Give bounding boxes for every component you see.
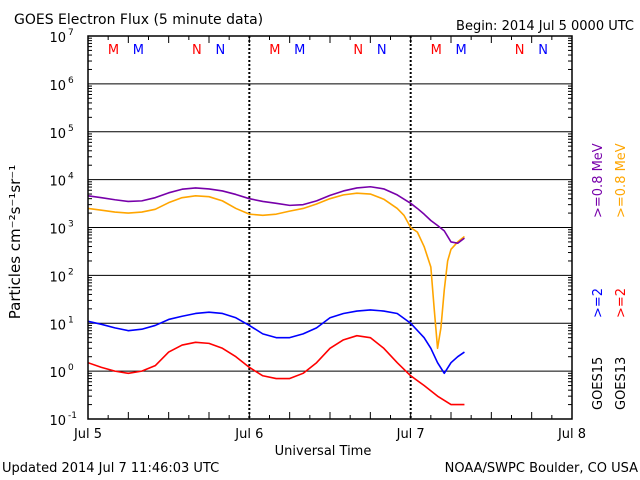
mn-marker: M [294, 43, 305, 58]
begin-label: Begin: 2014 Jul 5 0000 UTC [456, 19, 634, 34]
series-line [88, 185, 465, 244]
y-tick-exponent: 1 [68, 315, 74, 325]
legend-g15-lo: >=2 [591, 288, 606, 318]
mn-marker: M [108, 43, 119, 58]
chart-title: GOES Electron Flux (5 minute data) [14, 12, 263, 28]
legend: GOES15 GOES13 >=2 >=2 >=0.8 MeV >=0.8 MeV [591, 143, 629, 410]
mn-marker: M [269, 43, 280, 58]
series-line [88, 192, 465, 350]
mn-marker: N [538, 43, 548, 58]
x-tick-label: Jul 6 [234, 427, 263, 442]
y-tick-label: 10 [49, 414, 66, 429]
y-axis-title: Particles cm⁻²s⁻¹sr⁻¹ [6, 165, 24, 319]
legend-g13-lo: >=2 [614, 288, 629, 318]
x-tick-label: Jul 8 [557, 427, 586, 442]
x-tick-label: Jul 5 [73, 427, 102, 442]
y-tick-label: 10 [49, 366, 66, 381]
x-tick-label: Jul 7 [396, 427, 425, 442]
y-tick-exponent: 6 [68, 76, 74, 86]
y-tick-label: 10 [49, 270, 66, 285]
y-tick-exponent: 7 [68, 28, 74, 38]
mn-marker: M [431, 43, 442, 58]
legend-goes13: GOES13 [614, 357, 629, 410]
y-tick-label: 10 [49, 79, 66, 94]
credit-label: NOAA/SWPC Boulder, CO USA [445, 461, 638, 476]
y-tick-exponent: 5 [68, 124, 74, 134]
series-line [88, 334, 465, 406]
y-tick-exponent: 0 [68, 363, 74, 373]
y-tick-label: 10 [49, 31, 66, 46]
updated-label: Updated 2014 Jul 7 11:46:03 UTC [2, 461, 219, 476]
y-tick-exponent: 3 [68, 220, 74, 230]
mn-marker: N [515, 43, 525, 58]
legend-goes15: GOES15 [591, 357, 606, 410]
mn-marker: N [353, 43, 363, 58]
legend-g15-hi: >=0.8 MeV [591, 143, 606, 218]
mn-marker: M [133, 43, 144, 58]
y-tick-label: 10 [49, 223, 66, 238]
y-tick-label: 10 [49, 175, 66, 190]
y-tick-label: 10 [49, 318, 66, 333]
mn-marker: M [455, 43, 466, 58]
series-line [88, 309, 465, 375]
plot-frame [87, 35, 573, 420]
mn-marker: N [377, 43, 387, 58]
y-tick-exponent: -1 [68, 411, 77, 421]
x-axis-title: Universal Time [275, 444, 372, 459]
mn-marker: N [192, 43, 202, 58]
mn-marker: N [216, 43, 226, 58]
y-tick-exponent: 2 [68, 267, 74, 277]
y-tick-label: 10 [49, 127, 66, 142]
legend-g13-hi: >=0.8 MeV [614, 143, 629, 218]
y-tick-exponent: 4 [68, 172, 74, 182]
